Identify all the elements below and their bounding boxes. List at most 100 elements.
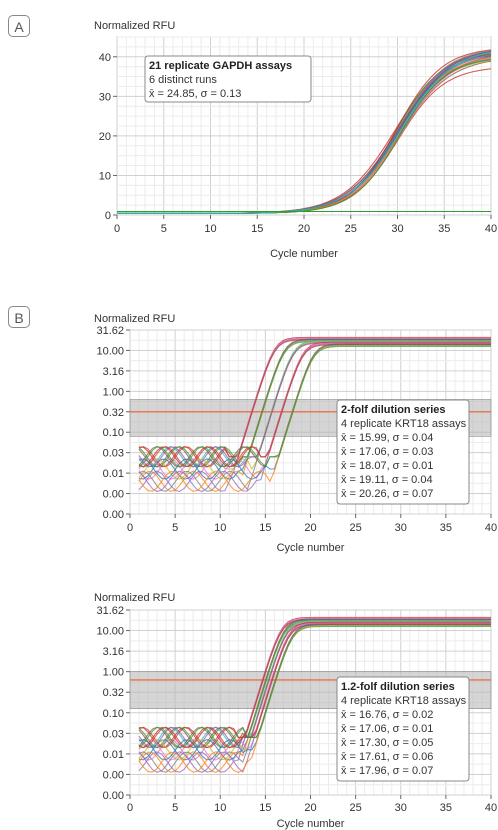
y-tick-label: 0.03 [103, 728, 124, 740]
curve-group [138, 336, 491, 493]
x-axis-label: Cycle number [277, 542, 345, 554]
annotation-box [144, 55, 312, 103]
x-tick-label: 15 [251, 223, 263, 235]
y-axis-label: Normalized RFU [94, 592, 175, 604]
y-tick-label: 0.10 [103, 427, 124, 439]
y-tick-label: 0.00 [103, 489, 124, 501]
x-tick-label: 15 [259, 522, 271, 534]
annotation-line: x̄ = 15.99, σ = 0.04 [341, 432, 433, 444]
annotation-line: x̄ = 18.07, σ = 0.01 [341, 460, 433, 472]
chart-a: 0 5 10 15 20 25 30 35 40 0 10 20 30 40 Normalized RFU C… [94, 20, 497, 260]
annotation-title: 1.2-folf dilution series [341, 681, 455, 693]
x-tick-label: 0 [127, 802, 133, 814]
x-tick-label: 30 [391, 223, 403, 235]
series-line [138, 619, 491, 761]
x-tick-label: 0 [114, 223, 120, 235]
annotation-line: x̄ = 17.06, σ = 0.03 [341, 446, 433, 458]
series-line [138, 340, 491, 468]
x-tick-label: 35 [440, 522, 452, 534]
y-axis-label: Normalized RFU [94, 20, 175, 32]
x-axis-label: Cycle number [277, 818, 345, 830]
series-line [138, 625, 491, 774]
y-tick-label: 0.32 [103, 687, 124, 699]
x-tick-label: 5 [172, 522, 178, 534]
x-tick-label: 30 [395, 802, 407, 814]
y-tick-label: 0.01 [103, 749, 124, 761]
x-tick-label: 20 [304, 522, 316, 534]
series-line [138, 621, 491, 749]
series-line [138, 344, 491, 480]
y-tick-label: 31.62 [96, 605, 124, 617]
series-line [138, 337, 491, 480]
x-tick-label: 20 [298, 223, 310, 235]
y-tick-label: 1.00 [103, 667, 124, 679]
x-tick-label: 10 [204, 223, 216, 235]
y-tick-label: 20 [99, 131, 111, 143]
curve-group [138, 616, 491, 774]
x-tick-label: 35 [438, 223, 450, 235]
y-tick-label: 0.32 [103, 407, 124, 419]
series-line [138, 343, 491, 468]
y-tick-label: 0.01 [103, 468, 124, 480]
x-tick-label: 30 [395, 522, 407, 534]
series-line [138, 620, 491, 761]
x-tick-label: 25 [345, 223, 357, 235]
y-tick-label: 0.10 [103, 708, 124, 720]
x-tick-label: 0 [127, 522, 133, 534]
series-line [117, 51, 491, 214]
x-tick-label: 25 [350, 522, 362, 534]
x-tick-label: 5 [172, 802, 178, 814]
y-tick-label: 3.16 [103, 646, 124, 658]
series-line [138, 620, 491, 749]
y-tick-label: 0.00 [103, 509, 124, 521]
annotation-line: x̄ = 17.61, σ = 0.06 [341, 751, 433, 763]
annotation-line: 4 replicate KRT18 assays [341, 695, 467, 707]
x-tick-label: 40 [485, 522, 497, 534]
chart-b-top: 0 5 10 15 20 25 30 35 40 31.62 10.00 3.16 1.00 0.32 0.… [94, 313, 497, 554]
annotation-line: x̄ = 24.85, σ = 0.13 [149, 88, 241, 100]
y-tick-label: 10 [99, 170, 111, 182]
series-line [138, 340, 491, 480]
y-tick-label: 0 [105, 210, 111, 222]
series-line [138, 339, 491, 480]
annotation-title: 2-folf dilution series [341, 404, 446, 416]
annotation-line: x̄ = 16.76, σ = 0.02 [341, 709, 433, 721]
y-tick-label: 3.16 [103, 366, 124, 378]
annotation-box [336, 399, 470, 505]
x-tick-label: 40 [485, 802, 497, 814]
panel-letter-a: A [8, 15, 30, 37]
annotation-line: x̄ = 19.11, σ = 0.04 [341, 474, 433, 486]
series-line [138, 622, 491, 761]
annotation-title: 21 replicate GAPDH assays [149, 60, 292, 72]
x-tick-label: 40 [485, 223, 497, 235]
series-line [138, 623, 491, 749]
panel-letter-b: B [8, 306, 30, 328]
x-tick-label: 10 [214, 522, 226, 534]
x-axis-label: Cycle number [270, 248, 338, 260]
x-tick-label: 10 [214, 802, 226, 814]
y-tick-label: 30 [99, 91, 111, 103]
x-tick-label: 35 [440, 802, 452, 814]
series-line [138, 625, 491, 749]
annotation-box [336, 676, 470, 782]
y-tick-label: 31.62 [96, 325, 124, 337]
annotation-line: 4 replicate KRT18 assays [341, 418, 467, 430]
series-line [138, 617, 491, 761]
x-tick-label: 25 [350, 802, 362, 814]
chart-b-bottom: 0 5 10 15 20 25 30 35 40 31.62 10.00 3.16 1.00 0.32 0.… [94, 592, 497, 830]
annotation-line: x̄ = 17.30, σ = 0.05 [341, 737, 433, 749]
y-tick-label: 0.00 [103, 790, 124, 802]
series-line [138, 624, 491, 761]
annotation-line: x̄ = 17.96, σ = 0.07 [341, 765, 433, 777]
series-line [138, 345, 491, 468]
curve-group [117, 49, 491, 214]
y-tick-label: 0.03 [103, 448, 124, 460]
y-tick-label: 1.00 [103, 386, 124, 398]
y-tick-label: 10.00 [96, 345, 124, 357]
x-tick-label: 5 [161, 223, 167, 235]
x-tick-label: 20 [304, 802, 316, 814]
series-line [138, 341, 491, 468]
annotation-line: x̄ = 17.06, σ = 0.01 [341, 723, 433, 735]
y-tick-label: 0.00 [103, 769, 124, 781]
